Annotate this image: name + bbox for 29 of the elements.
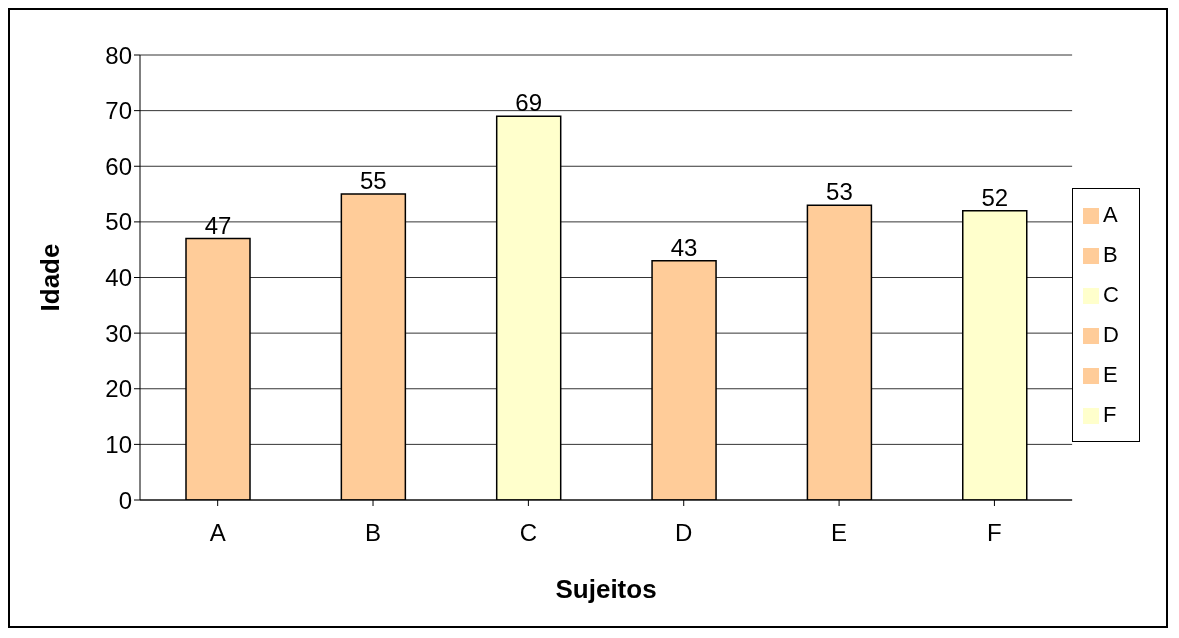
y-tick-label: 0 (118, 486, 132, 514)
y-axis-title: Idade (35, 243, 66, 312)
data-label: 53 (826, 178, 853, 206)
data-label: 69 (515, 89, 543, 117)
data-label: 55 (360, 167, 387, 195)
legend-label: A (1103, 202, 1118, 227)
x-axis-title: Sujeitos (555, 574, 657, 604)
x-tick-label: B (365, 519, 382, 547)
x-tick-label: A (209, 519, 226, 547)
data-label: 52 (981, 183, 1009, 211)
y-tick-label: 10 (105, 430, 132, 458)
x-tick-label: F (987, 519, 1002, 547)
data-label: 43 (670, 233, 698, 261)
data-label: 47 (204, 211, 232, 239)
y-tick-label: 60 (105, 152, 132, 180)
legend-label: E (1103, 362, 1118, 387)
y-tick-label: 40 (105, 264, 132, 292)
legend-label: C (1103, 282, 1119, 307)
legend-label: D (1103, 322, 1119, 347)
x-tick-label: C (519, 519, 538, 547)
x-tick-label: D (675, 519, 693, 547)
x-tick-label: E (831, 519, 848, 547)
y-tick-label: 50 (105, 208, 132, 236)
y-tick-label: 80 (105, 41, 132, 69)
y-tick-label: 70 (105, 97, 132, 125)
legend-label: B (1103, 242, 1118, 267)
y-tick-label: 20 (105, 375, 132, 403)
y-tick-label: 30 (105, 319, 132, 347)
legend-label: F (1103, 402, 1117, 427)
